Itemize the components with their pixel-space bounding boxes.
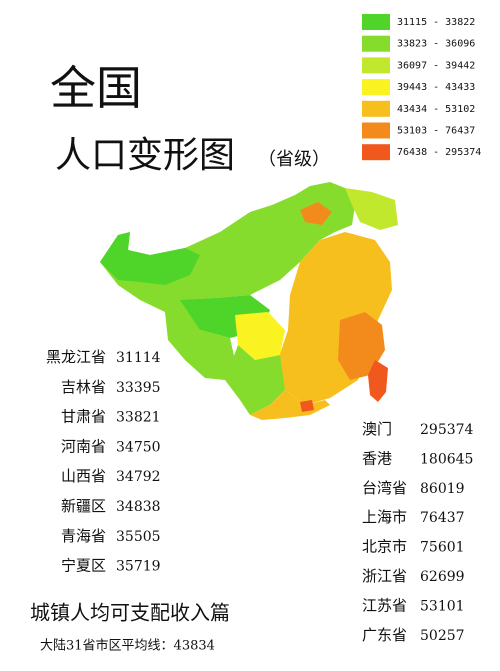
map: [100, 182, 398, 420]
legend-swatch: [362, 35, 390, 52]
province-name: 青海省: [61, 527, 106, 545]
legend-swatch: [362, 14, 390, 30]
province-name: 河南省: [61, 437, 106, 455]
title: 全国: [50, 61, 142, 115]
footer-note: 大陆31省市区平均线：43834: [40, 638, 215, 654]
map-region: [235, 312, 285, 360]
income-value: 34838: [116, 499, 161, 515]
province-name: 澳门: [362, 420, 392, 438]
map-region: [225, 345, 285, 415]
province-name: 新疆区: [61, 497, 106, 515]
province-name: 江苏省: [362, 596, 407, 614]
legend-label: 53103 - 76437: [397, 126, 475, 137]
map-region: [300, 400, 314, 412]
income-value: 180645: [420, 451, 473, 467]
legend-label: 33823 - 36096: [397, 39, 475, 50]
income-value: 50257: [420, 628, 465, 644]
map-region: [250, 390, 330, 420]
income-value: 295374: [420, 422, 474, 438]
legend-label: 76438 - 295374: [397, 147, 481, 158]
income-value: 76437: [420, 510, 465, 526]
map-region: [165, 300, 235, 380]
income-value: 34792: [116, 469, 161, 485]
map-region: [368, 360, 388, 402]
province-name: 上海市: [362, 508, 407, 526]
income-value: 62699: [420, 569, 465, 585]
footer-title: 城镇人均可支配收入篇: [30, 601, 230, 625]
province-name: 宁夏区: [61, 557, 106, 575]
subtitle: 人口变形图: [55, 135, 235, 176]
province-name: 山西省: [61, 467, 106, 485]
legend-label: 39443 - 43433: [397, 82, 475, 93]
province-name: 浙江省: [362, 567, 407, 585]
level: （省级）: [258, 149, 330, 170]
legend: 31115 - 33822 33823 - 36096 36097 - 39442 3…: [362, 14, 481, 161]
income-value: 33395: [116, 380, 161, 396]
income-value: 33821: [116, 410, 161, 426]
province-name: 北京市: [362, 538, 407, 556]
province-name: 广东省: [362, 626, 407, 644]
province-name: 甘肃省: [61, 408, 106, 426]
income-value: 53101: [420, 598, 465, 614]
province-name: 吉林省: [61, 378, 106, 396]
province-name: 台湾省: [362, 479, 407, 497]
legend-label: 43434 - 53102: [397, 104, 475, 115]
income-value: 34750: [116, 439, 161, 455]
income-value: 31114: [116, 350, 161, 366]
map-region: [338, 312, 385, 380]
legend-label: 36097 - 39442: [397, 60, 475, 71]
province-name: 黑龙江省: [46, 348, 106, 366]
map-region: [300, 202, 332, 225]
legend-swatch: [362, 144, 390, 161]
legend-swatch: [362, 57, 390, 74]
legend-swatch: [362, 100, 390, 117]
income-value: 75601: [420, 540, 465, 556]
legend-label: 31115 - 33822: [397, 17, 475, 28]
map-region: [345, 188, 398, 230]
province-name: 香港: [362, 449, 392, 467]
legend-swatch: [362, 79, 390, 96]
map-region: [100, 232, 200, 285]
ranking-lists: 黑龙江省 31114 吉林省 33395 甘肃省 33821 河南省 34750 山西省 3479…: [46, 348, 474, 644]
income-value: 86019: [420, 481, 465, 497]
income-value: 35719: [116, 559, 161, 575]
income-value: 35505: [116, 529, 161, 545]
legend-swatch: [362, 122, 390, 139]
